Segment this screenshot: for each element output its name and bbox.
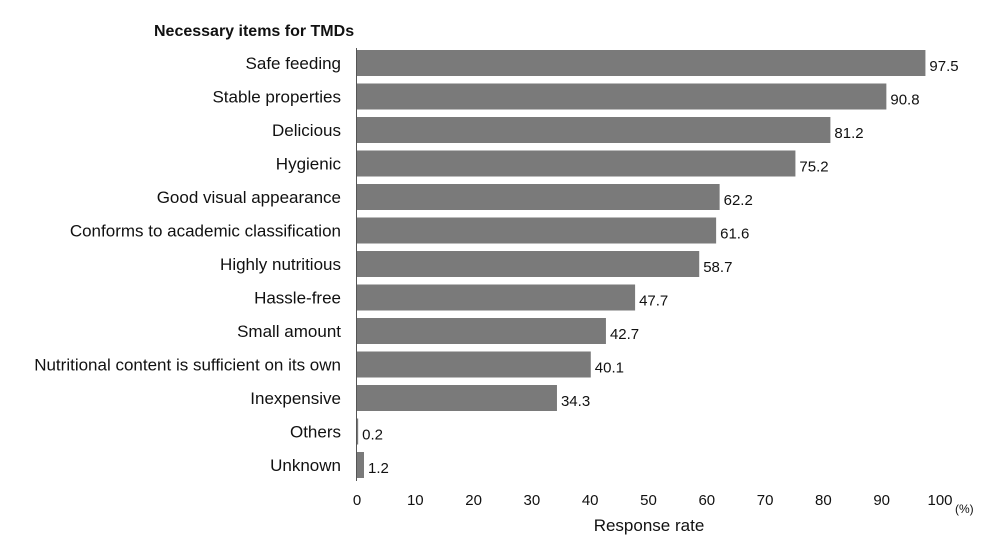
bars-group: Safe feeding 97.5 Stable properties 90.8 Del… xyxy=(34,50,959,478)
category-label: Hassle-free xyxy=(254,289,341,308)
bar xyxy=(357,351,591,378)
value-label: 40.1 xyxy=(595,360,624,377)
category-label: Highly nutritious xyxy=(220,255,341,274)
category-label: Conforms to academic classification xyxy=(70,222,341,241)
x-tick-label: 30 xyxy=(524,492,541,509)
bar xyxy=(357,50,926,76)
x-tick-label: 50 xyxy=(640,492,657,509)
x-ticks-group: 0 10 20 30 40 50 60 70 80 90 100 xyxy=(353,492,953,509)
x-axis-label: Response rate xyxy=(594,516,705,535)
category-label: Inexpensive xyxy=(250,389,341,408)
category-label: Unknown xyxy=(270,456,341,475)
value-label: 61.6 xyxy=(720,226,749,243)
category-label: Stable properties xyxy=(212,88,341,107)
x-axis-unit: (%) xyxy=(955,502,974,516)
x-tick-label: 20 xyxy=(465,492,482,509)
category-label: Delicious xyxy=(272,121,341,140)
value-label: 47.7 xyxy=(639,293,668,310)
value-label: 34.3 xyxy=(561,393,590,410)
value-label: 81.2 xyxy=(834,125,863,142)
category-label: Hygienic xyxy=(276,155,342,174)
x-tick-label: 70 xyxy=(757,492,774,509)
bar xyxy=(357,318,606,344)
x-tick-label: 90 xyxy=(873,492,890,509)
bar xyxy=(357,452,364,478)
x-tick-label: 10 xyxy=(407,492,424,509)
x-tick-label: 60 xyxy=(698,492,715,509)
value-label: 42.7 xyxy=(610,326,639,343)
category-label: Good visual appearance xyxy=(157,188,341,207)
x-tick-label: 80 xyxy=(815,492,832,509)
bar xyxy=(357,385,557,411)
value-label: 90.8 xyxy=(890,92,919,109)
bar xyxy=(357,418,359,445)
chart-title: Necessary items for TMDs xyxy=(154,23,354,40)
x-tick-label: 100 xyxy=(927,492,952,509)
value-label: 0.2 xyxy=(362,427,383,444)
bar xyxy=(357,150,796,177)
value-label: 1.2 xyxy=(368,460,389,477)
bar xyxy=(357,117,831,143)
bar xyxy=(357,83,887,110)
value-label: 75.2 xyxy=(799,159,828,176)
x-tick-label: 0 xyxy=(353,492,361,509)
value-label: 58.7 xyxy=(703,259,732,276)
value-label: 97.5 xyxy=(929,58,958,75)
bar xyxy=(357,217,717,244)
value-label: 62.2 xyxy=(724,192,753,209)
bar xyxy=(357,284,636,311)
x-tick-label: 40 xyxy=(582,492,599,509)
category-label: Nutritional content is sufficient on its… xyxy=(34,356,341,375)
category-label: Others xyxy=(290,423,341,442)
category-label: Safe feeding xyxy=(246,54,341,73)
category-label: Small amount xyxy=(237,322,341,341)
bar xyxy=(357,251,700,277)
bar xyxy=(357,184,720,210)
